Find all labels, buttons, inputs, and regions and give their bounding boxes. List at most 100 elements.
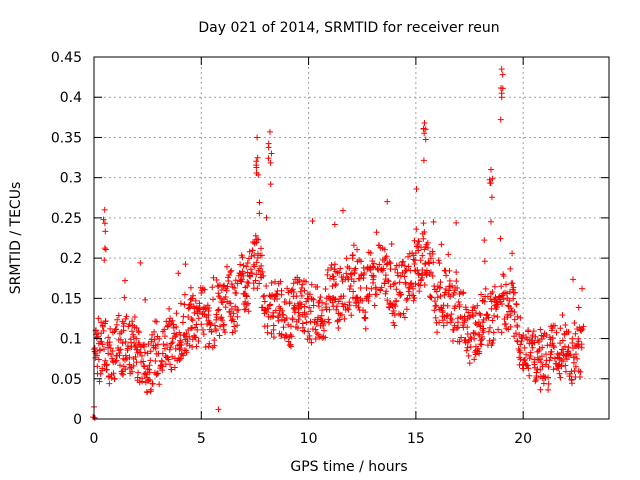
data-point — [164, 323, 171, 330]
data-point — [494, 313, 501, 320]
chart-title: Day 021 of 2014, SRMTID for receiver reu… — [198, 20, 499, 36]
data-point — [434, 329, 441, 336]
data-point — [188, 316, 195, 323]
data-point — [277, 278, 284, 285]
data-point — [455, 324, 462, 331]
data-point — [559, 311, 566, 318]
data-point — [326, 306, 333, 313]
data-point — [471, 356, 478, 363]
data-point — [148, 386, 155, 393]
data-point — [348, 312, 355, 319]
data-point — [255, 236, 262, 243]
data-point — [557, 340, 564, 347]
data-point — [215, 406, 222, 413]
data-point — [177, 300, 184, 307]
data-point — [572, 351, 579, 358]
data-point — [251, 252, 258, 259]
data-point — [565, 329, 572, 336]
data-point — [100, 327, 107, 334]
data-point — [511, 333, 518, 340]
data-point — [204, 302, 211, 309]
data-point — [558, 362, 565, 369]
data-point — [500, 296, 507, 303]
data-point — [244, 279, 251, 286]
data-point — [181, 291, 188, 298]
data-point — [337, 265, 344, 272]
y-tick-label: 0.4 — [60, 90, 82, 106]
data-point — [253, 259, 260, 266]
data-point — [453, 278, 460, 285]
data-point — [398, 291, 405, 298]
data-point — [310, 296, 317, 303]
data-point — [122, 352, 129, 359]
x-tick-label: 0 — [90, 431, 99, 447]
data-point — [390, 307, 397, 314]
data-point — [144, 389, 151, 396]
data-point — [510, 295, 517, 302]
data-point — [139, 375, 146, 382]
data-point — [102, 246, 109, 253]
data-point — [401, 262, 408, 269]
data-point — [470, 313, 477, 320]
data-point — [219, 317, 226, 324]
data-point — [577, 368, 584, 375]
data-point — [172, 345, 179, 352]
data-point — [487, 180, 494, 187]
data-point — [149, 380, 156, 387]
data-point — [109, 329, 116, 336]
data-point — [312, 335, 319, 342]
data-point — [511, 308, 518, 315]
data-point — [421, 119, 428, 126]
data-point — [408, 279, 415, 286]
data-point — [446, 277, 453, 284]
data-point — [351, 270, 358, 277]
data-point — [141, 349, 148, 356]
data-point — [404, 295, 411, 302]
data-point — [530, 328, 537, 335]
data-point — [401, 273, 408, 280]
data-point — [480, 325, 487, 332]
data-point — [290, 288, 297, 295]
data-point — [439, 309, 446, 316]
data-point — [240, 262, 247, 269]
data-point — [122, 366, 129, 373]
data-point — [238, 276, 245, 283]
data-point — [537, 356, 544, 363]
data-point — [451, 289, 458, 296]
data-point — [503, 290, 510, 297]
data-point — [290, 305, 297, 312]
data-point — [275, 312, 282, 319]
data-point — [350, 242, 357, 249]
data-point — [251, 263, 258, 270]
data-point — [572, 330, 579, 337]
data-point — [173, 310, 180, 317]
data-point — [159, 367, 166, 374]
data-point — [137, 259, 144, 266]
data-point — [321, 318, 328, 325]
data-point — [357, 285, 364, 292]
data-point — [377, 287, 384, 294]
data-point — [274, 296, 281, 303]
data-point — [266, 128, 273, 135]
data-point — [331, 261, 338, 268]
data-point — [318, 312, 325, 319]
data-point — [94, 363, 101, 370]
data-point — [286, 342, 293, 349]
data-point — [105, 350, 112, 357]
data-point — [338, 311, 345, 318]
data-point — [152, 357, 159, 364]
data-point — [166, 346, 173, 353]
data-point — [192, 297, 199, 304]
data-point — [476, 348, 483, 355]
data-point — [142, 296, 149, 303]
data-point — [569, 335, 576, 342]
data-point — [243, 263, 250, 270]
data-point — [391, 322, 398, 329]
x-tick-label: 5 — [197, 431, 206, 447]
data-point — [208, 320, 215, 327]
data-point — [579, 326, 586, 333]
data-point — [98, 319, 105, 326]
data-point — [258, 262, 265, 269]
data-point — [161, 326, 168, 333]
data-point — [429, 250, 436, 257]
